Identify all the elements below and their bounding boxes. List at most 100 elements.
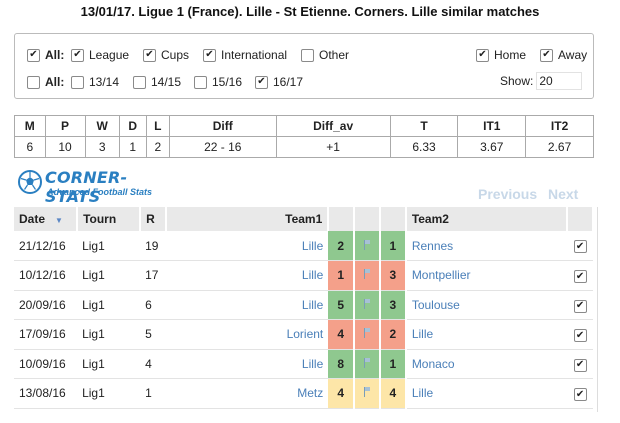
match-date: 13/08/16 xyxy=(14,378,78,409)
corner-flag-icon xyxy=(363,328,371,339)
away-team-link[interactable]: Rennes xyxy=(405,231,568,261)
match-tournament: Lig1 xyxy=(77,290,141,320)
match-round: 4 xyxy=(140,349,166,379)
home-team-link[interactable]: Metz xyxy=(165,378,329,409)
checkbox[interactable] xyxy=(194,75,207,89)
checkbox[interactable] xyxy=(71,48,84,62)
match-row[interactable]: 21/12/16 Lig1 19 Lille 2 1 Rennes xyxy=(14,231,593,261)
home-team-link[interactable]: Lorient xyxy=(165,319,329,350)
checkbox[interactable] xyxy=(71,75,84,89)
match-tournament: Lig1 xyxy=(77,319,141,350)
column-header-select xyxy=(567,207,594,231)
column-header-tourn[interactable]: Tourn xyxy=(77,207,142,231)
next-page-link[interactable]: Next xyxy=(548,186,579,202)
match-row[interactable]: 17/09/16 Lig1 5 Lorient 4 2 Lille xyxy=(14,319,593,350)
previous-page-link[interactable]: Previous xyxy=(478,186,538,202)
away-team-link[interactable]: Lille xyxy=(405,319,568,350)
checkbox[interactable] xyxy=(301,48,314,62)
checkbox-label: Cups xyxy=(161,48,190,62)
checkbox-label: 15/16 xyxy=(212,75,243,89)
filter-season-15-16[interactable]: 15/16 xyxy=(194,75,242,89)
checkbox-label: International xyxy=(221,48,288,62)
match-row[interactable]: 13/08/16 Lig1 1 Metz 4 4 Lille xyxy=(14,378,593,409)
match-date: 10/09/16 xyxy=(14,349,78,379)
stats-value: 2 xyxy=(145,136,170,158)
show-count: Show: xyxy=(500,72,583,90)
match-select-checkbox[interactable] xyxy=(573,329,587,342)
header-label: Date xyxy=(19,212,46,226)
filter-home[interactable]: Home xyxy=(476,48,526,62)
sort-descending-icon: ▼ xyxy=(55,216,63,225)
corner-flag-icon xyxy=(354,290,381,320)
match-select-checkbox[interactable] xyxy=(573,240,587,254)
checkbox-label: 16/17 xyxy=(273,75,304,89)
match-row[interactable]: 10/09/16 Lig1 4 Lille 8 1 Monaco xyxy=(14,349,593,379)
match-select-checkbox[interactable] xyxy=(573,270,587,283)
filter-cups[interactable]: Cups xyxy=(143,48,189,62)
corner-stats-logo[interactable]: CORNER-STATS Advanced Football Stats xyxy=(17,166,162,206)
stats-header: D xyxy=(118,115,147,137)
soccer-ball-icon xyxy=(18,170,42,194)
match-round: 6 xyxy=(140,290,166,320)
match-row[interactable]: 20/09/16 Lig1 6 Lille 5 3 Toulouse xyxy=(14,290,593,320)
away-team-link[interactable]: Lille xyxy=(405,378,568,409)
match-select-cell[interactable] xyxy=(567,231,593,261)
home-team-link[interactable]: Lille xyxy=(165,290,329,320)
checkbox[interactable] xyxy=(133,75,146,89)
stats-value: 6.33 xyxy=(389,136,459,158)
away-corners: 2 xyxy=(379,319,407,350)
away-corners: 3 xyxy=(379,290,407,320)
away-team-link[interactable]: Montpellier xyxy=(405,260,568,291)
checkbox[interactable] xyxy=(27,48,40,62)
show-count-input[interactable] xyxy=(536,72,583,90)
logo-name: CORNER-STATS xyxy=(45,168,128,206)
match-select-cell[interactable] xyxy=(567,260,593,291)
checkbox-label: 13/14 xyxy=(89,75,120,89)
match-select-cell[interactable] xyxy=(567,319,593,350)
match-select-cell[interactable] xyxy=(567,378,593,409)
away-team-link[interactable]: Monaco xyxy=(405,349,568,379)
corner-flag-icon xyxy=(363,239,371,250)
column-header-round[interactable]: R xyxy=(140,207,167,231)
corner-flag-icon xyxy=(354,260,381,291)
column-header-team1[interactable]: Team1 xyxy=(165,207,330,231)
filter-away[interactable]: Away xyxy=(540,48,587,62)
filter-other[interactable]: Other xyxy=(301,48,349,62)
match-select-checkbox[interactable] xyxy=(573,388,587,401)
checkbox-label: Home xyxy=(494,48,527,62)
stats-value: 2.67 xyxy=(525,136,594,158)
home-corners: 5 xyxy=(328,290,356,320)
home-team-link[interactable]: Lille xyxy=(165,349,329,379)
checkbox[interactable] xyxy=(476,48,489,62)
filter-season-13-14[interactable]: 13/14 xyxy=(71,75,119,89)
column-header-team2[interactable]: Team2 xyxy=(405,207,569,231)
stats-header: IT2 xyxy=(525,115,594,137)
match-row[interactable]: 10/12/16 Lig1 17 Lille 1 3 Montpellier xyxy=(14,260,593,291)
checkbox[interactable] xyxy=(255,75,268,89)
filter-league[interactable]: League xyxy=(71,48,129,62)
column-header-flag xyxy=(354,207,381,231)
filter-all-competitions[interactable]: All: xyxy=(27,48,64,62)
home-corners: 2 xyxy=(328,231,356,261)
match-select-checkbox[interactable] xyxy=(573,299,587,313)
away-team-link[interactable]: Toulouse xyxy=(405,290,568,320)
home-team-link[interactable]: Lille xyxy=(165,260,329,291)
checkbox[interactable] xyxy=(27,75,40,89)
checkbox[interactable] xyxy=(203,48,216,62)
filter-season-16-17[interactable]: 16/17 xyxy=(255,75,303,89)
filter-all-seasons[interactable]: All: xyxy=(27,75,64,89)
column-header-score2 xyxy=(379,207,407,231)
match-select-cell[interactable] xyxy=(567,290,593,320)
match-tournament: Lig1 xyxy=(77,349,141,379)
match-select-cell[interactable] xyxy=(567,349,593,379)
checkbox-label: 14/15 xyxy=(151,75,182,89)
match-select-checkbox[interactable] xyxy=(573,358,587,372)
home-team-link[interactable]: Lille xyxy=(165,231,329,261)
checkbox[interactable] xyxy=(143,48,156,62)
column-header-date[interactable]: Date ▼ xyxy=(14,207,79,231)
filter-international[interactable]: International xyxy=(203,48,287,62)
stats-header: P xyxy=(44,115,86,137)
filter-season-14-15[interactable]: 14/15 xyxy=(133,75,181,89)
checkbox[interactable] xyxy=(540,48,553,62)
corner-flag-icon xyxy=(354,378,381,409)
